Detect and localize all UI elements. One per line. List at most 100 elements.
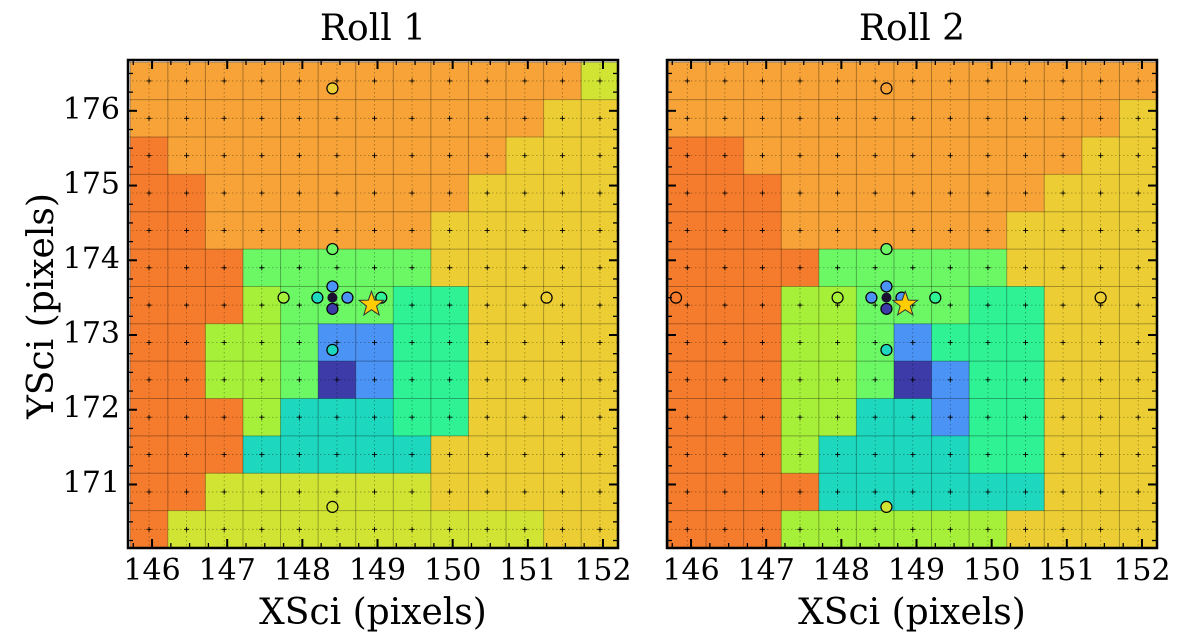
cell-center-marker	[947, 302, 953, 308]
cell-center-marker	[334, 414, 340, 420]
cell-center-marker	[797, 452, 803, 458]
cell-center-marker	[1098, 153, 1104, 159]
cell-center-marker	[948, 564, 953, 569]
y-tick-label: 172	[63, 391, 120, 426]
cell-center-marker	[296, 190, 302, 196]
cell-center-marker	[910, 414, 916, 420]
cell-center-marker	[722, 526, 728, 532]
cell-center-marker	[372, 489, 378, 495]
heatmap-cell	[1082, 585, 1120, 623]
cell-center-marker	[334, 227, 340, 233]
cell-center-marker	[797, 339, 803, 345]
cell-center-marker	[184, 302, 190, 308]
cell-center-marker	[684, 227, 690, 233]
cell-center-marker	[522, 78, 528, 84]
sample-circle	[326, 500, 339, 513]
cell-center-marker	[447, 377, 453, 383]
cell-center-marker	[985, 153, 991, 159]
cell-center-marker	[184, 602, 189, 607]
cell-center-marker	[1060, 339, 1066, 345]
cell-center-marker	[221, 190, 227, 196]
x-tick-label: 146	[662, 553, 719, 588]
cell-center-marker	[146, 414, 152, 420]
cell-center-marker	[334, 78, 340, 84]
cell-center-marker	[835, 414, 841, 420]
heatmap-cell	[581, 585, 619, 623]
cell-center-marker	[259, 414, 265, 420]
cell-center-marker	[835, 452, 841, 458]
cell-center-marker	[1136, 602, 1141, 607]
cell-center-marker	[1098, 414, 1104, 420]
cell-center-marker	[259, 339, 265, 345]
cell-center-marker	[447, 153, 453, 159]
cell-center-marker	[1022, 377, 1028, 383]
heatmap-cell	[744, 585, 782, 623]
cell-center-marker	[1060, 227, 1066, 233]
cell-center-marker	[597, 526, 603, 532]
cell-center-marker	[835, 489, 841, 495]
cell-center-marker	[147, 602, 152, 607]
cell-center-marker	[759, 190, 765, 196]
cell-center-marker	[947, 78, 953, 84]
sample-circle	[341, 291, 354, 304]
cell-center-marker	[722, 190, 728, 196]
cell-center-marker	[334, 452, 340, 458]
center-dot	[881, 292, 892, 303]
cell-center-marker	[985, 377, 991, 383]
cell-center-marker	[985, 265, 991, 271]
cell-center-marker	[597, 377, 603, 383]
heatmap-cell	[1119, 585, 1157, 623]
cell-center-marker	[221, 414, 227, 420]
cell-center-marker	[684, 78, 690, 84]
panel-title: Roll 2	[859, 8, 965, 49]
cell-center-marker	[296, 227, 302, 233]
cell-center-marker	[484, 377, 490, 383]
cell-center-marker	[835, 115, 841, 121]
cell-center-marker	[597, 302, 603, 308]
cell-center-marker	[146, 489, 152, 495]
panel-roll-1: Roll 1 XSci (pixels) 146 147 148 149 150 151 1…	[63, 8, 632, 633]
cell-center-marker	[684, 489, 690, 495]
cell-center-marker	[684, 302, 690, 308]
heatmap-cell	[544, 585, 582, 623]
cell-center-marker	[835, 265, 841, 271]
sample-circle	[929, 291, 942, 304]
cell-center-marker	[722, 489, 728, 495]
cell-center-marker	[221, 265, 227, 271]
cell-center-marker	[910, 265, 916, 271]
cell-center-marker	[559, 190, 565, 196]
cell-center-marker	[146, 452, 152, 458]
cell-center-marker	[797, 153, 803, 159]
cell-center-marker	[985, 414, 991, 420]
cell-center-marker	[910, 153, 916, 159]
cell-center-marker	[484, 489, 490, 495]
cell-center-marker	[447, 526, 453, 532]
cell-center-marker	[184, 78, 190, 84]
x-tick-label: 148	[813, 553, 870, 588]
heatmap-cell	[1044, 585, 1082, 623]
cell-center-marker	[409, 302, 415, 308]
sample-circle	[326, 280, 339, 293]
cell-center-marker	[1022, 227, 1028, 233]
cell-center-marker	[372, 227, 378, 233]
x-tick-label: 150	[424, 553, 481, 588]
x-axis-label: XSci (pixels)	[259, 592, 487, 633]
cell-center-marker	[597, 227, 603, 233]
cell-center-marker	[221, 302, 227, 308]
cell-center-marker	[484, 153, 490, 159]
cell-center-marker	[146, 339, 152, 345]
cell-center-marker	[1098, 452, 1104, 458]
cell-center-marker	[722, 339, 728, 345]
heatmap-cell	[669, 585, 707, 623]
cell-center-marker	[985, 339, 991, 345]
cell-center-marker	[759, 452, 765, 458]
cell-center-marker	[296, 526, 302, 532]
cell-center-marker	[1135, 377, 1141, 383]
cell-center-marker	[597, 190, 603, 196]
cell-center-marker	[760, 602, 765, 607]
cell-center-marker	[1060, 265, 1066, 271]
cell-center-marker	[1135, 78, 1141, 84]
cell-center-marker	[872, 190, 878, 196]
sample-circle	[1094, 291, 1107, 304]
cell-center-marker	[722, 227, 728, 233]
